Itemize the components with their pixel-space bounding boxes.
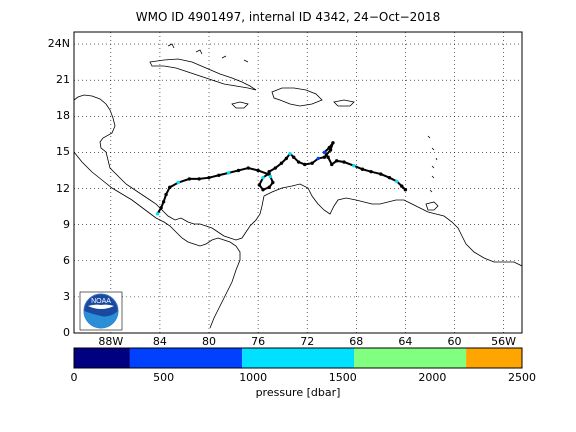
y-tick-label: 9 [63, 217, 70, 231]
profile-point [257, 183, 262, 187]
profile-point [387, 175, 392, 180]
y-tick-label: 15 [56, 145, 70, 159]
profile-point [322, 150, 327, 155]
colorbar-tick-label: 1500 [328, 371, 357, 384]
profile-point [395, 179, 399, 183]
profile-point [261, 188, 265, 192]
profile-point [310, 161, 314, 165]
map-grid [74, 32, 522, 333]
x-tick-label: 72 [300, 335, 315, 348]
noaa-logo-text: NOAA [91, 298, 111, 305]
coast-bahamas [167, 43, 249, 63]
coastlines [74, 43, 522, 329]
profile-point [360, 167, 365, 171]
map-frame [73, 31, 523, 334]
profile-point [236, 168, 241, 173]
profile-point [197, 177, 201, 181]
profile-point [334, 159, 339, 163]
profile-point [155, 212, 160, 216]
profile-point [322, 155, 327, 159]
profile-point [261, 175, 265, 180]
profile-point [284, 156, 289, 161]
x-tick-label: 64 [398, 335, 413, 348]
colorbar-tick-label: 2000 [418, 371, 447, 384]
profile-point [187, 177, 192, 181]
profile-point [328, 148, 333, 152]
x-tick-label: 88W [98, 335, 124, 348]
profile-point [403, 188, 408, 192]
colorbar-segment [242, 348, 355, 368]
y-tick-label: 18 [56, 109, 70, 123]
colorbar-segment [74, 348, 130, 368]
y-tick-label: 24N [47, 37, 70, 51]
profile-point [226, 171, 231, 175]
float-track [155, 141, 408, 216]
x-tick-label: 84 [152, 335, 167, 348]
profile-point [296, 160, 301, 164]
profile-point [176, 180, 181, 185]
profile-point [342, 160, 346, 164]
coast-colombia-venezuela [263, 183, 522, 267]
coast-puerto-rico [333, 99, 355, 107]
x-tick-label: 56W [491, 335, 517, 348]
profile-point [267, 185, 271, 190]
y-tick-label: 12 [56, 181, 70, 195]
colorbar-tick-label: 2500 [508, 371, 536, 384]
colorbar-segment [129, 348, 243, 368]
colorbar-segment [354, 348, 467, 368]
profile-point [303, 162, 307, 167]
profile-point [369, 169, 373, 174]
colorbar-segment [466, 348, 522, 368]
profile-point [161, 200, 166, 204]
coast-yucatan-central-america [74, 94, 265, 241]
noaa-logo-icon: NOAA [79, 291, 123, 331]
profile-point [326, 155, 330, 159]
coast-pacific-central-america [74, 151, 241, 329]
map-title: WMO ID 4901497, internal ID 4342, 24−Oct… [135, 10, 441, 24]
colorbar-tick-label: 1000 [239, 371, 268, 384]
coast-lesser-antilles [427, 135, 438, 193]
profile-point [217, 173, 221, 177]
colorbar-label: pressure [dbar] [255, 386, 341, 399]
colorbar [74, 348, 522, 368]
y-tick-label: 0 [63, 326, 70, 339]
x-tick-label: 68 [349, 335, 364, 348]
colorbar-frame [73, 347, 523, 369]
profile-point [268, 174, 273, 179]
profile-point [168, 185, 172, 190]
profile-point [288, 151, 292, 156]
profile-point [246, 166, 250, 170]
x-tick-label: 80 [202, 335, 216, 348]
profile-point [271, 180, 275, 185]
profile-point [352, 163, 356, 168]
profile-point [266, 172, 270, 176]
profile-point [331, 141, 335, 145]
profile-point [330, 162, 334, 167]
coast-hispaniola [271, 87, 323, 107]
profile-point [379, 172, 383, 176]
profile-point [164, 192, 168, 197]
y-tick-label: 6 [63, 253, 70, 267]
y-tick-label: 3 [63, 289, 70, 303]
coast-jamaica [231, 101, 249, 109]
profile-point [316, 156, 320, 161]
profile-point [256, 168, 260, 173]
coast-trinidad [425, 201, 439, 211]
profile-point [400, 184, 404, 188]
coast-cuba [149, 58, 257, 91]
profile-point [273, 166, 277, 170]
y-tick-label: 21 [56, 73, 70, 87]
x-tick-label: 76 [251, 335, 266, 348]
colorbar-tick-label: 500 [153, 371, 175, 384]
x-tick-label: 60 [447, 335, 462, 348]
profile-point [159, 206, 163, 210]
profile-point [207, 175, 211, 180]
profile-point [279, 161, 284, 165]
profile-point [292, 155, 296, 159]
colorbar-tick-label: 0 [70, 371, 78, 384]
